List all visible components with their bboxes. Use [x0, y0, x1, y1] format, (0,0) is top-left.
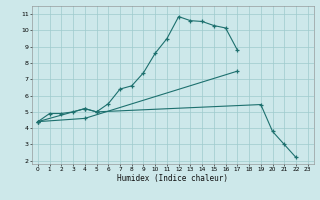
X-axis label: Humidex (Indice chaleur): Humidex (Indice chaleur) — [117, 174, 228, 183]
